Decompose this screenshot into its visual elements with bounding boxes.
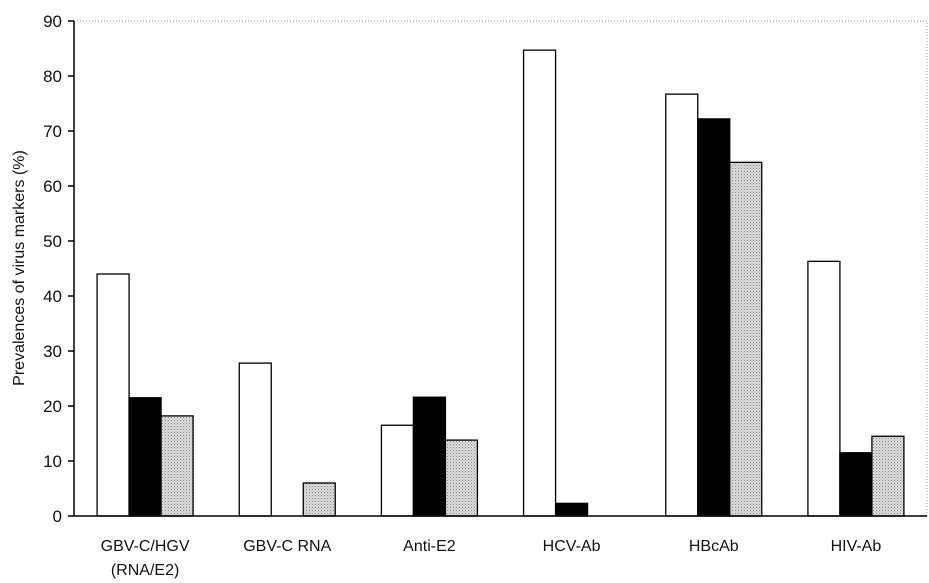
x-category-label: GBV-C/HGV (RNA/E2) <box>101 538 190 579</box>
y-tick-label: 40 <box>43 287 62 306</box>
bar <box>444 439 479 517</box>
y-tick-label: 10 <box>43 452 62 471</box>
bar <box>554 502 589 517</box>
bar <box>160 415 194 517</box>
x-category-label: Anti-E2 <box>403 538 456 555</box>
x-category-label: HBcAb <box>689 538 739 555</box>
bar <box>380 424 415 517</box>
plot-frame <box>73 20 928 517</box>
y-tick-label: 30 <box>43 342 62 361</box>
y-tick-label: 0 <box>53 507 62 526</box>
bar <box>238 362 272 517</box>
y-tick-label: 70 <box>43 122 62 141</box>
bar <box>697 118 731 517</box>
x-axis-labels: GBV-C/HGV (RNA/E2) GBV-C RNA Anti-E2 HCV-Ab H… <box>101 538 882 579</box>
x-category-label: HCV-Ab <box>543 538 601 555</box>
bar <box>302 482 336 517</box>
bar <box>96 273 130 517</box>
y-tick-label: 20 <box>43 397 62 416</box>
bar <box>412 396 447 517</box>
x-category-label: HIV-Ab <box>831 538 882 555</box>
y-tick-label: 90 <box>43 12 62 31</box>
x-category-label: GBV-C RNA <box>243 538 331 555</box>
y-tick-label: 60 <box>43 177 62 196</box>
bar <box>807 260 841 517</box>
bar <box>128 397 162 517</box>
bar <box>839 452 873 517</box>
bar <box>871 435 905 517</box>
y-axis-ticks: 0 10 20 30 40 50 60 70 80 90 <box>43 12 74 526</box>
bar <box>665 93 699 517</box>
y-tick-label: 50 <box>43 232 62 251</box>
bar-series <box>96 49 905 517</box>
y-axis-title: Prevalences of virus markers (%) <box>11 150 28 386</box>
y-tick-label: 80 <box>43 67 62 86</box>
bar <box>522 49 557 517</box>
bar <box>729 161 763 517</box>
